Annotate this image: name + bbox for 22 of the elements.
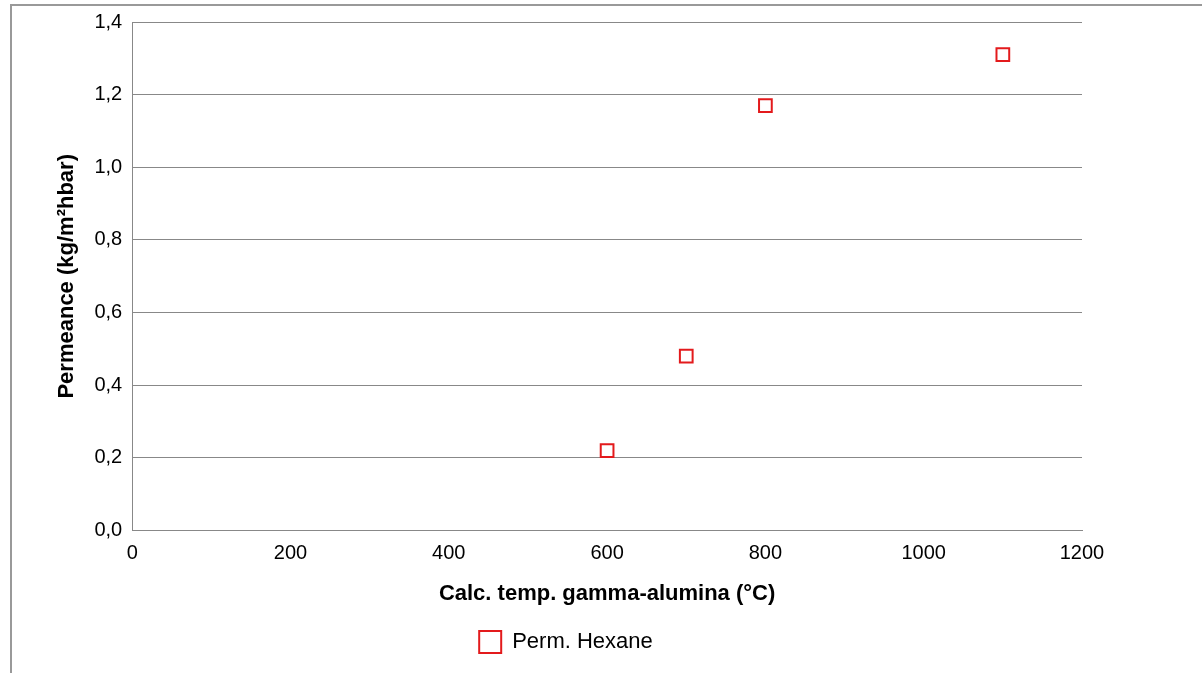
x-tick-label: 600 bbox=[590, 541, 624, 564]
x-tick-label: 400 bbox=[432, 541, 466, 564]
x-tick-label: 800 bbox=[748, 541, 783, 564]
y-tick-label: 1,4 bbox=[94, 9, 123, 32]
point bbox=[995, 47, 1011, 63]
point bbox=[678, 348, 694, 364]
y-axis-title: Permeance (kg/m²hbar) bbox=[53, 154, 79, 399]
y-tick-label: 0,2 bbox=[94, 445, 123, 468]
x-tick-label: 1000 bbox=[901, 541, 946, 564]
y-tick-label: 0,6 bbox=[94, 300, 123, 323]
y-tick-label: 1,0 bbox=[94, 154, 123, 177]
legend-label: Perm. Hexane bbox=[512, 628, 653, 654]
y-tick-label: 0,8 bbox=[94, 227, 123, 250]
x-tick-label: 200 bbox=[273, 541, 308, 564]
y-tick-label: 0,0 bbox=[94, 518, 123, 541]
x-axis-title: Calc. temp. gamma-alumina (°C) bbox=[438, 579, 776, 605]
y-tick-label: 0,4 bbox=[94, 372, 123, 395]
point bbox=[599, 443, 615, 459]
x-tick-label: 1200 bbox=[1059, 541, 1105, 564]
y-tick-label: 1,2 bbox=[94, 82, 123, 105]
x-tick-label: 0 bbox=[126, 541, 138, 564]
point bbox=[758, 98, 773, 113]
